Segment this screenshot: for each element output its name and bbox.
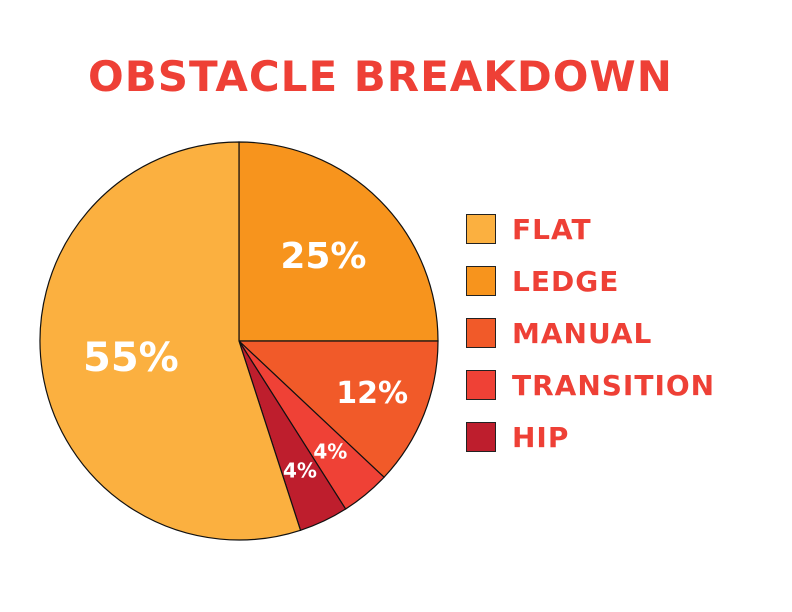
legend-item-hip: HIP [466,420,715,454]
pie-slice-ledge [238,141,439,342]
legend-item-transition: TRANSITION [466,368,715,402]
legend-label: HIP [512,420,570,454]
legend-swatch [466,370,496,400]
slice-label-hip: 4% [283,459,317,483]
legend-swatch [466,318,496,348]
slice-label-transition: 4% [313,439,347,463]
legend-label: TRANSITION [512,368,716,402]
legend-label: LEDGE [512,264,620,298]
legend-swatch [466,422,496,452]
legend-swatch [466,214,496,244]
chart-title: OBSTACLE BREAKDOWN [88,52,673,101]
legend-item-ledge: LEDGE [466,264,715,298]
slice-label-flat: 55% [83,335,179,381]
legend-label: MANUAL [512,316,653,350]
pie-slice-flat [39,141,302,541]
slice-label-ledge: 25% [280,236,366,277]
legend-label: FLAT [512,212,592,246]
legend-item-manual: MANUAL [466,316,715,350]
legend-item-flat: FLAT [466,212,715,246]
slice-label-manual: 12% [336,376,408,411]
chart-legend: FLAT LEDGE MANUAL TRANSITION HIP [466,212,715,454]
pie-slice-manual [237,340,439,479]
legend-swatch [466,266,496,296]
